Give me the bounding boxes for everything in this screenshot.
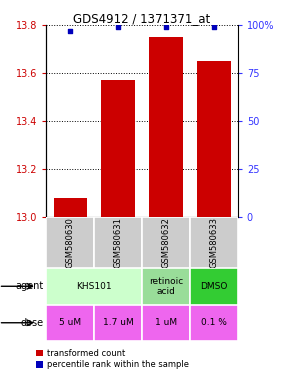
Point	[211, 24, 216, 30]
Legend: transformed count, percentile rank within the sample: transformed count, percentile rank withi…	[36, 349, 189, 369]
Bar	[142, 217, 190, 268]
Bar	[46, 305, 94, 341]
Bar	[102, 80, 135, 217]
Text: 1 uM: 1 uM	[155, 318, 177, 327]
Bar	[190, 305, 238, 341]
Title: GDS4912 / 1371371_at: GDS4912 / 1371371_at	[73, 12, 211, 25]
Bar	[54, 198, 87, 217]
Text: DMSO: DMSO	[200, 282, 228, 291]
Bar	[197, 61, 231, 217]
Text: GSM580632: GSM580632	[162, 217, 171, 268]
Text: 0.1 %: 0.1 %	[201, 318, 227, 327]
Text: agent: agent	[15, 281, 44, 291]
Text: KHS101: KHS101	[77, 282, 112, 291]
Bar	[142, 268, 190, 305]
Bar	[190, 217, 238, 268]
Point	[164, 24, 168, 30]
Text: GSM580631: GSM580631	[114, 217, 123, 268]
Text: 5 uM: 5 uM	[59, 318, 81, 327]
Bar	[46, 217, 94, 268]
Bar	[142, 305, 190, 341]
Point	[116, 24, 120, 30]
Text: GSM580633: GSM580633	[209, 217, 218, 268]
Text: retinoic
acid: retinoic acid	[149, 276, 183, 296]
Text: 1.7 uM: 1.7 uM	[103, 318, 134, 327]
Bar	[94, 217, 142, 268]
Point	[68, 28, 72, 34]
Text: GSM580630: GSM580630	[66, 217, 75, 268]
Bar	[149, 37, 183, 217]
Bar	[190, 268, 238, 305]
Bar	[94, 305, 142, 341]
Text: dose: dose	[20, 318, 44, 328]
Bar	[46, 268, 142, 305]
